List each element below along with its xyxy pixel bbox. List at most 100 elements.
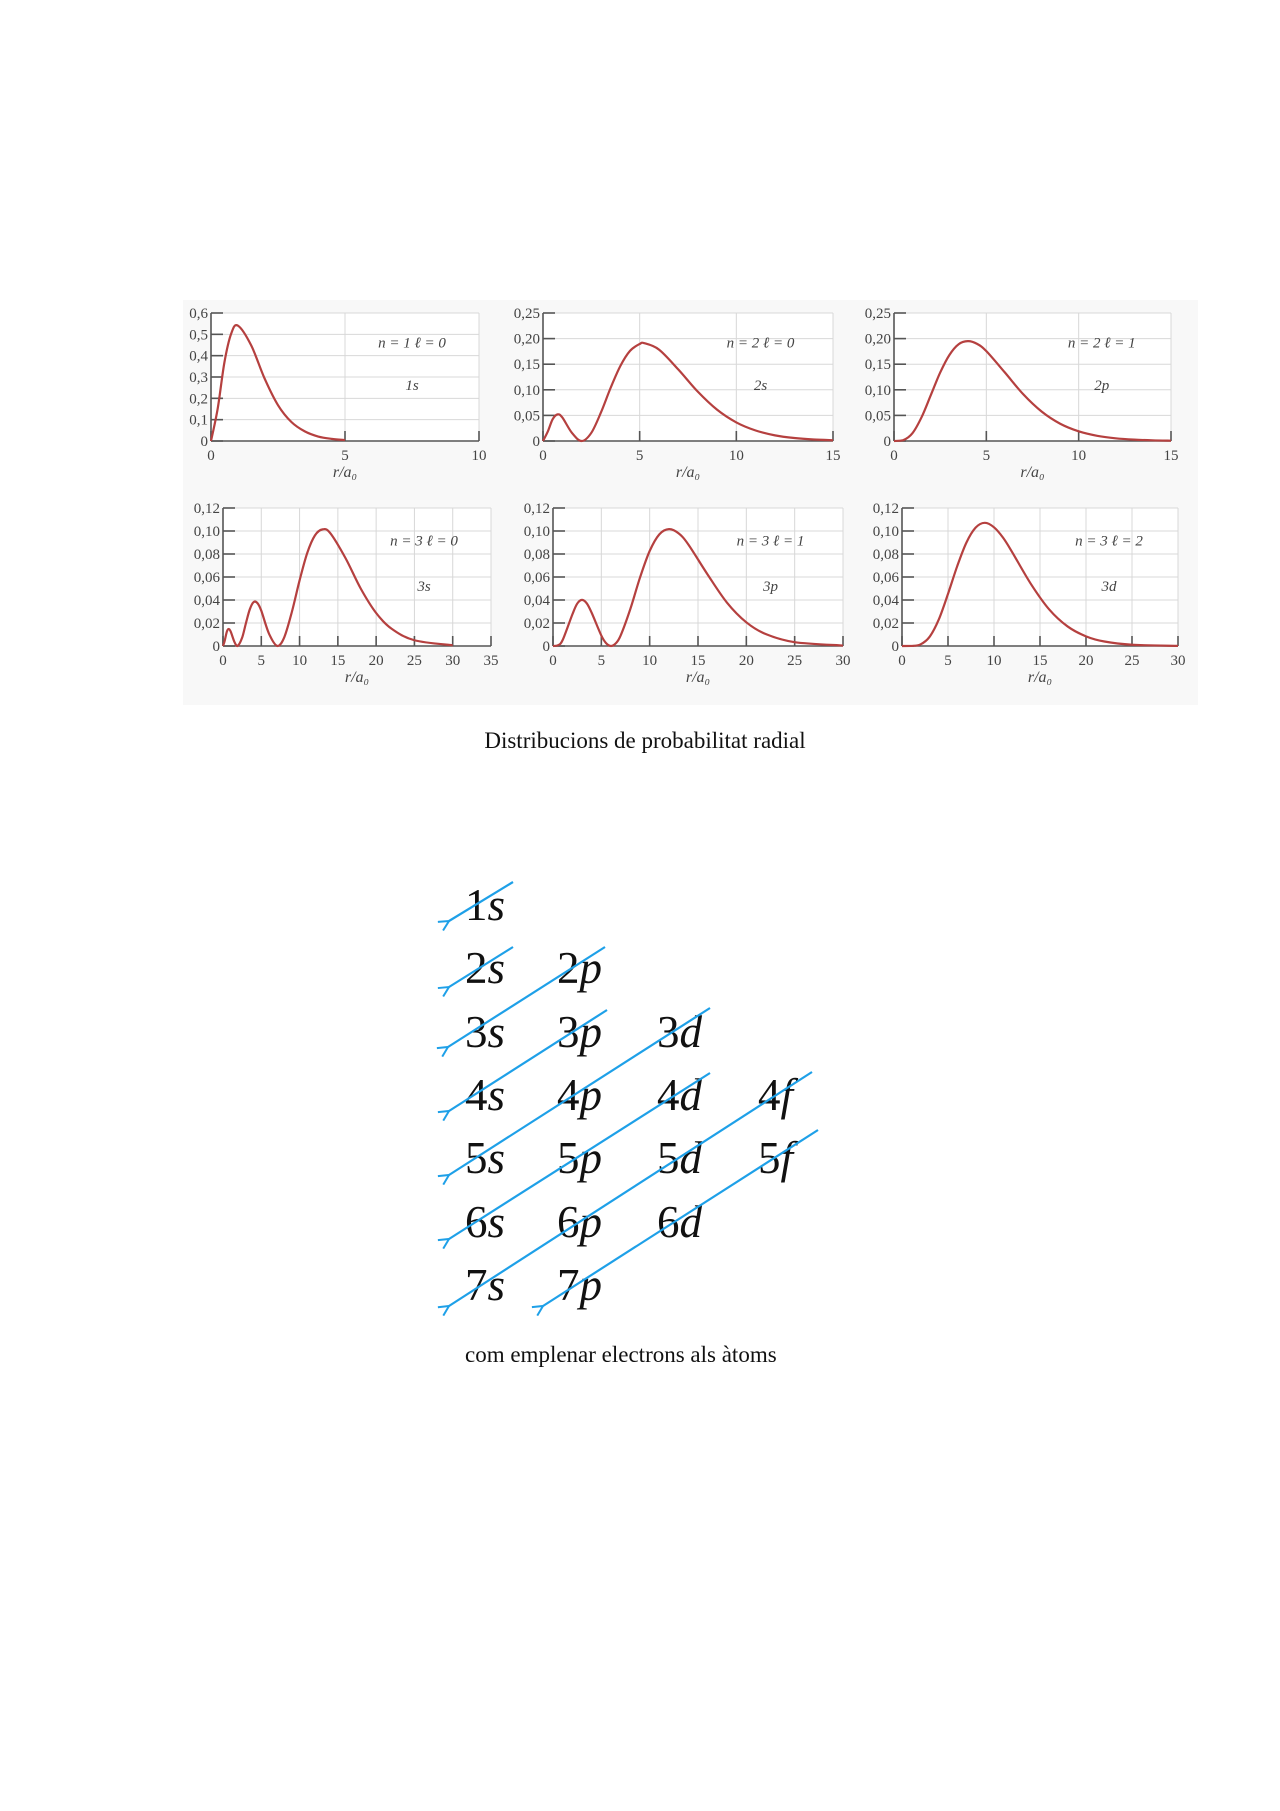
x-tick-label: 0 (890, 448, 898, 464)
y-tick-label: 0,6 (189, 306, 208, 322)
y-tick-label: 0,04 (873, 593, 900, 609)
orbital-4p: 4p (557, 1072, 602, 1118)
principal-number: 4 (465, 1069, 488, 1120)
principal-number: 7 (465, 1259, 488, 1310)
principal-number: 4 (657, 1069, 680, 1120)
x-tick-label: 10 (729, 448, 744, 464)
x-tick-label: 5 (258, 653, 266, 669)
x-axis-label: r/a₀ (345, 669, 369, 686)
y-tick-label: 0,06 (194, 570, 221, 586)
principal-number: 2 (465, 943, 488, 994)
y-tick-label: 0,05 (865, 408, 891, 424)
y-tick-label: 0,3 (189, 370, 208, 386)
x-tick-label: 25 (407, 653, 422, 669)
y-tick-label: 0,20 (865, 332, 891, 348)
x-tick-label: 25 (787, 653, 802, 669)
y-tick-label: 0,06 (873, 570, 900, 586)
y-tick-label: 0 (201, 434, 209, 450)
principal-number: 5 (657, 1133, 680, 1184)
y-tick-label: 0,08 (194, 547, 220, 563)
orbital-3s: 3s (465, 1006, 506, 1057)
orbital-label: 3s (416, 579, 431, 595)
orbital-5s: 5s (465, 1136, 505, 1181)
x-tick-label: 10 (1071, 448, 1086, 464)
principal-number: 2 (557, 943, 580, 994)
diagram-caption: com emplenar electrons als àtoms (465, 1342, 777, 1367)
y-tick-label: 0,20 (514, 332, 540, 348)
principal-number: 1 (465, 880, 488, 930)
orbital-2s: 2s (465, 946, 505, 991)
subshell-letter: s (487, 1069, 506, 1120)
radial-probability-curve-3s (221, 528, 453, 648)
radial-probability-figure: 0 0,1 0,2 0,3 0,4 0,5 0,6 0 5 10 r/a₀ n = 1 ℓ = 0 1s… (183, 300, 1198, 705)
subshell-letter: s (487, 943, 506, 994)
subshell-letter: p (579, 1133, 603, 1184)
subshell-letter: s (487, 1133, 506, 1184)
y-tick-label: 0 (884, 434, 892, 450)
quantum-numbers-annotation: n = 2 ℓ = 1 (1068, 336, 1136, 352)
orbital-4f: 4f (758, 1072, 793, 1118)
x-tick-label: 0 (207, 448, 215, 464)
plot-area (894, 313, 1171, 441)
subshell-letter: p (579, 943, 603, 994)
subshell-letter: s (487, 1006, 506, 1057)
orbital-label: 2s (754, 378, 768, 394)
x-axis-label: r/a₀ (686, 669, 710, 686)
y-tick-label: 0,10 (873, 524, 899, 540)
y-tick-label: 0 (892, 639, 900, 655)
orbital-4d: 4d (657, 1069, 702, 1120)
chart-panel-3p: 0 0,02 0,04 0,06 0,08 0,10 0,12 0 5 10 15 20 25 30 r/a… (524, 501, 851, 686)
y-tick-label: 0,04 (194, 593, 221, 609)
y-tick-label: 0,12 (194, 501, 220, 517)
y-tick-label: 0,02 (524, 616, 550, 632)
radial-probability-curve-3p (552, 528, 844, 648)
chart-panel-2s: 0 0,05 0,10 0,15 0,20 0,25 0 5 10 15 r/a₀ n = 2 ℓ =… (514, 306, 841, 481)
principal-number: 5 (465, 1133, 488, 1184)
principal-number: 6 (557, 1196, 580, 1247)
y-tick-label: 0,2 (189, 391, 208, 407)
figure-caption: Distribucions de probabilitat radial (484, 728, 806, 753)
plot-area (543, 313, 833, 441)
x-tick-label: 5 (944, 653, 952, 669)
x-axis-label: r/a₀ (1028, 669, 1052, 686)
quantum-numbers-annotation: n = 3 ℓ = 2 (1075, 533, 1143, 549)
x-tick-label: 15 (330, 653, 345, 669)
x-tick-label: 0 (219, 653, 227, 669)
x-tick-label: 15 (691, 653, 706, 669)
y-tick-label: 0,12 (873, 501, 899, 517)
radial-probability-curve-3d (901, 521, 1179, 648)
x-tick-label: 5 (983, 448, 991, 464)
x-tick-label: 5 (341, 448, 349, 464)
orbital-7s: 7s (465, 1259, 506, 1310)
quantum-numbers-annotation: n = 3 ℓ = 1 (737, 533, 805, 549)
y-tick-label: 0,15 (865, 357, 891, 373)
x-tick-label: 0 (539, 448, 547, 464)
orbital-label: 3d (1101, 579, 1118, 595)
x-tick-label: 5 (636, 448, 644, 464)
y-tick-label: 0,25 (865, 306, 891, 322)
x-tick-label: 10 (292, 653, 307, 669)
subshell-letter: p (579, 1006, 603, 1057)
chart-panel-2p: 0 0,05 0,10 0,15 0,20 0,25 0 5 10 15 r/a₀ n = 2 ℓ =… (865, 306, 1179, 481)
x-tick-label: 20 (369, 653, 384, 669)
radial-probability-curve-1s (209, 324, 346, 442)
principal-number: 3 (465, 1006, 488, 1057)
radial-probability-curve-2s (542, 341, 834, 443)
y-tick-label: 0,12 (524, 501, 550, 517)
quantum-numbers-annotation: n = 1 ℓ = 0 (378, 336, 446, 352)
y-tick-label: 0,08 (873, 547, 899, 563)
orbital-6s: 6s (465, 1199, 505, 1245)
orbital-5f: 5f (758, 1136, 793, 1181)
principal-number: 3 (557, 1006, 580, 1057)
x-tick-label: 10 (472, 448, 487, 464)
y-tick-label: 0,04 (524, 593, 551, 609)
orbital-4s: 4s (465, 1069, 506, 1120)
subshell-letter: s (487, 1259, 506, 1310)
y-tick-label: 0,5 (189, 327, 208, 343)
orbital-label: 1s (405, 378, 419, 394)
subshell-letter: s (487, 880, 506, 930)
x-tick-label: 15 (1033, 653, 1048, 669)
quantum-numbers-annotation: n = 2 ℓ = 0 (727, 336, 795, 352)
x-tick-label: 15 (1164, 448, 1179, 464)
chart-panel-3d: 0 0,02 0,04 0,06 0,08 0,10 0,12 0 5 10 15 20 25 30 r/a… (873, 501, 1186, 686)
